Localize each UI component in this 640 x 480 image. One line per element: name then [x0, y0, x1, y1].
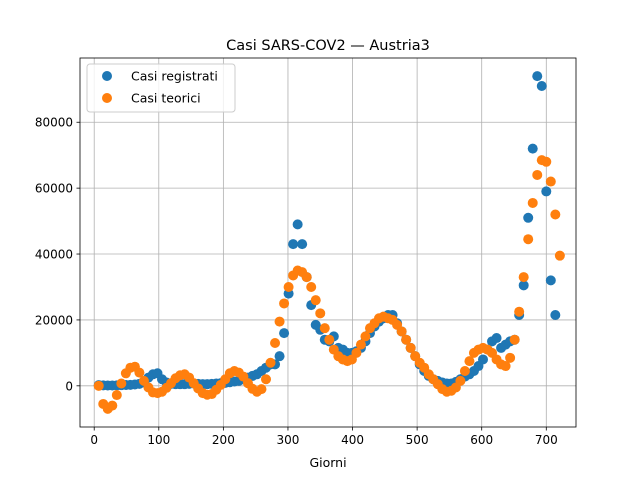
- data-point-casi-registrati: [532, 71, 543, 82]
- data-point-casi-registrati: [279, 328, 290, 339]
- data-point-casi-teorici: [265, 357, 276, 368]
- data-point-casi-registrati: [288, 239, 299, 250]
- data-point-casi-registrati: [478, 354, 488, 365]
- data-point-casi-teorici: [500, 361, 511, 372]
- plot-frame: [79, 57, 577, 428]
- legend-marker-casi-registrati: [102, 71, 112, 81]
- data-point-casi-teorici: [360, 331, 371, 342]
- data-point-casi-teorici: [554, 250, 565, 261]
- data-point-casi-teorici: [505, 352, 516, 363]
- plot-area: [79, 57, 577, 428]
- data-point-casi-teorici: [319, 323, 330, 334]
- legend-label-casi-teorici: Casi teorici: [131, 91, 201, 106]
- data-point-casi-teorici: [306, 281, 317, 292]
- data-point-casi-teorici: [111, 390, 122, 401]
- data-point-casi-teorici: [455, 375, 466, 386]
- data-point-casi-registrati: [297, 239, 308, 250]
- data-point-casi-teorici: [261, 374, 271, 385]
- data-point-casi-registrati: [545, 275, 556, 286]
- data-point-casi-teorici: [324, 334, 335, 345]
- y-tick-label: 80000: [35, 116, 73, 130]
- legend-marker-casi-teorici: [102, 93, 112, 103]
- data-point-casi-teorici: [279, 298, 290, 309]
- data-point-casi-teorici: [351, 347, 362, 358]
- data-point-casi-teorici: [256, 384, 267, 395]
- y-tick-label: 20000: [35, 313, 73, 327]
- data-point-casi-registrati: [536, 81, 547, 92]
- data-point-casi-teorici: [523, 234, 534, 245]
- data-point-casi-registrati: [491, 333, 502, 344]
- y-tick-label: 40000: [35, 248, 73, 262]
- data-point-casi-registrati: [523, 212, 534, 223]
- data-point-casi-registrati: [292, 219, 303, 230]
- data-point-casi-teorici: [116, 378, 127, 389]
- x-tick-label: 500: [406, 433, 429, 447]
- legend-label-casi-registrati: Casi registrati: [131, 69, 218, 84]
- x-axis: 0 100 200 300 400 500 600 700: [90, 427, 558, 447]
- y-axis: 0 20000 40000 60000 80000: [35, 116, 80, 393]
- data-point-casi-teorici: [107, 400, 118, 411]
- data-point-casi-registrati: [274, 351, 285, 362]
- data-point-casi-registrati: [541, 186, 552, 197]
- x-tick-label: 400: [341, 433, 364, 447]
- data-point-casi-teorici: [514, 306, 525, 317]
- data-point-casi-teorici: [274, 316, 285, 327]
- data-point-casi-registrati: [550, 309, 561, 320]
- data-point-casi-teorici: [396, 326, 407, 337]
- data-point-casi-teorici: [93, 380, 104, 391]
- chart-title: Casi SARS-COV2 — Austria3: [226, 38, 430, 54]
- data-point-casi-teorici: [527, 197, 538, 208]
- data-point-casi-teorici: [310, 295, 321, 306]
- x-tick-label: 700: [535, 433, 558, 447]
- data-point-casi-teorici: [541, 156, 552, 167]
- data-point-casi-teorici: [134, 367, 145, 378]
- data-point-casi-teorici: [405, 342, 416, 353]
- data-point-casi-teorici: [401, 334, 412, 345]
- data-point-casi-teorici: [315, 308, 326, 319]
- x-tick-label: 0: [90, 433, 98, 447]
- data-point-casi-teorici: [518, 272, 529, 283]
- data-point-casi-teorici: [532, 169, 543, 180]
- series-casi-teorici: [93, 155, 565, 414]
- data-point-casi-registrati: [518, 280, 529, 291]
- data-point-casi-teorici: [459, 365, 470, 376]
- data-point-casi-teorici: [283, 281, 294, 292]
- data-point-casi-teorici: [270, 337, 281, 348]
- series-layer: [93, 71, 565, 414]
- data-point-casi-teorici: [545, 176, 556, 187]
- legend-box: [86, 63, 236, 113]
- x-tick-label: 600: [470, 433, 493, 447]
- x-tick-label: 200: [212, 433, 235, 447]
- data-point-casi-teorici: [355, 339, 366, 350]
- legend: Casi registrati Casi teorici: [86, 63, 236, 113]
- data-point-casi-teorici: [464, 356, 475, 367]
- data-point-casi-teorici: [509, 334, 520, 345]
- plot-background: [80, 58, 576, 427]
- y-tick-label: 0: [65, 379, 73, 393]
- data-point-casi-registrati: [527, 143, 538, 154]
- x-tick-label: 300: [277, 433, 300, 447]
- data-point-casi-teorici: [301, 272, 312, 283]
- data-point-casi-teorici: [550, 209, 561, 220]
- y-tick-label: 60000: [35, 182, 73, 196]
- x-tick-label: 100: [147, 433, 170, 447]
- x-axis-label: Giorni: [309, 455, 346, 470]
